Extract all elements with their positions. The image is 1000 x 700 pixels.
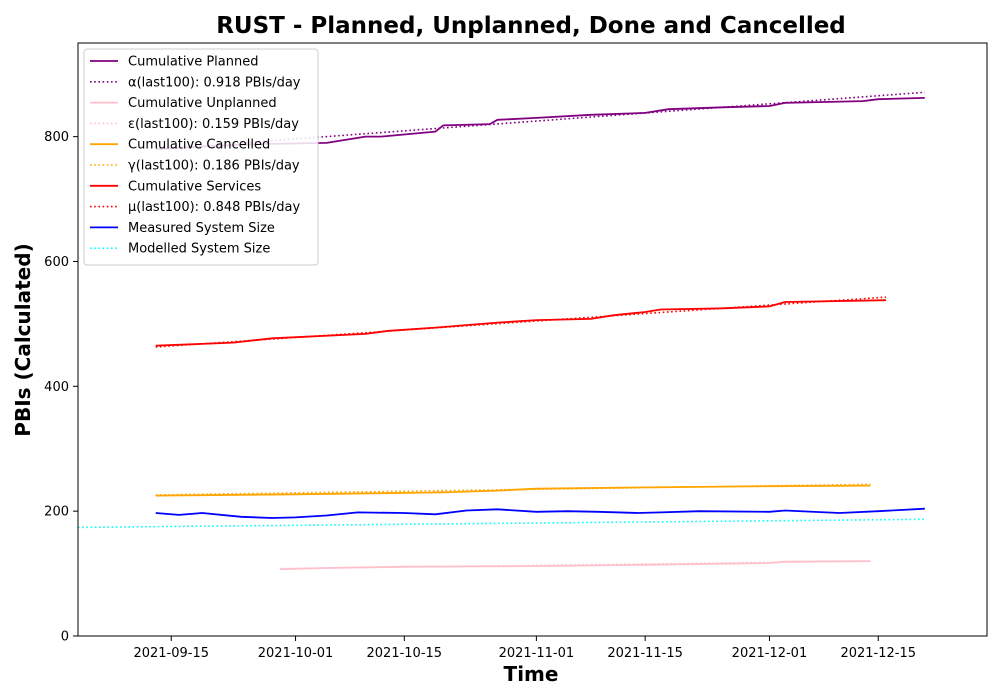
y-tick-label: 800 xyxy=(44,130,69,145)
y-tick-label: 200 xyxy=(44,505,69,520)
x-axis-label: Time xyxy=(504,662,559,686)
x-tick-label: 2021-10-01 xyxy=(258,646,334,661)
legend-label: Cumulative Services xyxy=(128,179,261,194)
legend-label: ε(last100): 0.159 PBIs/day xyxy=(128,117,299,132)
plot-area xyxy=(77,42,988,637)
legend-label: Cumulative Cancelled xyxy=(128,138,270,153)
series-layer xyxy=(77,91,925,571)
x-tick-label: 2021-12-15 xyxy=(840,646,916,661)
legend-label: γ(last100): 0.186 PBIs/day xyxy=(128,159,300,174)
legend-label: Cumulative Unplanned xyxy=(128,96,277,111)
axis-ticks: 2021-09-15 2021-10-01 2021-10-15 2021-11-01… xyxy=(44,130,916,661)
series-line-9 xyxy=(77,518,925,529)
legend-label: μ(last100): 0.848 PBIs/day xyxy=(128,200,300,215)
x-tick-label: 2021-09-15 xyxy=(133,646,209,661)
series-line-8 xyxy=(155,507,925,519)
legend-label: Cumulative Planned xyxy=(128,55,258,70)
legend-label: α(last100): 0.918 PBIs/day xyxy=(128,75,301,90)
series-line-5 xyxy=(155,483,871,496)
y-tick-label: 600 xyxy=(44,255,69,270)
legend-label: Modelled System Size xyxy=(128,242,270,257)
x-tick-label: 2021-11-15 xyxy=(607,646,683,661)
series-line-7 xyxy=(155,296,887,348)
y-tick-label: 0 xyxy=(61,630,69,645)
legend-box xyxy=(83,48,319,266)
y-tick-label: 400 xyxy=(44,380,69,395)
y-axis-label: PBIs (Calculated) xyxy=(11,243,35,436)
x-tick-label: 2021-11-01 xyxy=(499,646,575,661)
legend: Cumulative Planned α(last100): 0.918 PBIs… xyxy=(83,48,319,266)
chart-title: RUST - Planned, Unplanned, Done and Canc… xyxy=(216,13,846,39)
series-line-3 xyxy=(279,560,871,570)
legend-label: Measured System Size xyxy=(128,221,275,236)
x-tick-label: 2021-12-01 xyxy=(732,646,808,661)
x-tick-label: 2021-10-15 xyxy=(367,646,443,661)
